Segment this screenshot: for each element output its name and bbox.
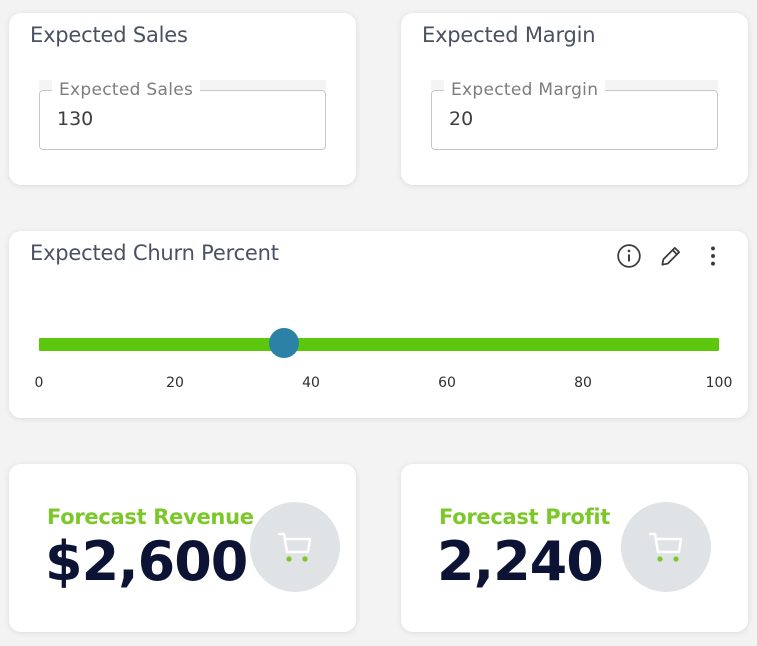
expected-sales-card: Expected Sales Expected Sales	[9, 13, 356, 185]
expected-sales-input[interactable]	[57, 108, 307, 130]
profit-icon-badge	[621, 502, 711, 592]
shopping-cart-icon	[648, 532, 683, 562]
revenue-icon-badge	[250, 502, 340, 592]
more-vertical-icon[interactable]	[700, 243, 726, 269]
forecast-profit-card: Forecast Profit 2,240	[401, 464, 748, 632]
shopping-cart-icon	[277, 532, 312, 562]
slider-tick-label: 80	[574, 375, 592, 391]
expected-churn-card: Expected Churn Percent 0 20 40 60 80 100	[9, 231, 748, 418]
slider-tick-label: 0	[34, 375, 44, 391]
expected-sales-field[interactable]: Expected Sales	[39, 80, 326, 150]
expected-margin-field[interactable]: Expected Margin	[431, 80, 718, 150]
forecast-revenue-label: Forecast Revenue	[47, 505, 254, 529]
slider-thumb[interactable]	[268, 328, 299, 358]
expected-sales-title: Expected Sales	[30, 23, 188, 47]
expected-churn-title: Expected Churn Percent	[30, 241, 279, 265]
expected-margin-field-label: Expected Margin	[444, 80, 606, 100]
slider-tick-label: 20	[166, 375, 184, 391]
slider-tick-label: 100	[705, 375, 733, 391]
expected-margin-title: Expected Margin	[422, 23, 596, 47]
slider-track[interactable]	[39, 338, 719, 351]
expected-margin-input[interactable]	[449, 108, 699, 130]
info-icon[interactable]	[616, 243, 642, 269]
slider-tick-label: 40	[302, 375, 320, 391]
slider-tick-label: 60	[438, 375, 456, 391]
card-actions	[616, 243, 726, 269]
pencil-icon[interactable]	[658, 243, 684, 269]
forecast-revenue-value: $2,600	[45, 530, 248, 593]
forecast-profit-label: Forecast Profit	[439, 505, 611, 529]
expected-sales-field-label: Expected Sales	[52, 80, 201, 100]
expected-margin-card: Expected Margin Expected Margin	[401, 13, 748, 185]
forecast-revenue-card: Forecast Revenue $2,600	[9, 464, 356, 632]
forecast-profit-value: 2,240	[437, 530, 604, 593]
